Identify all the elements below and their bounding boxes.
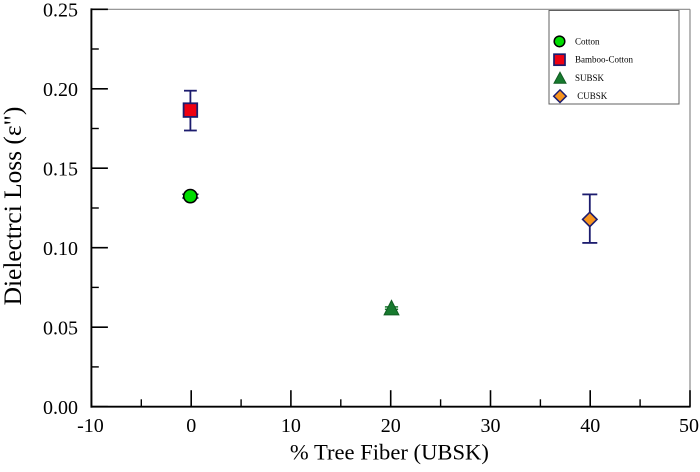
svg-text:50: 50 bbox=[679, 415, 699, 437]
svg-text:0: 0 bbox=[186, 415, 196, 437]
svg-text:0.20: 0.20 bbox=[43, 79, 78, 101]
svg-text:0.25: 0.25 bbox=[43, 0, 78, 22]
svg-text:Bamboo-Cotton: Bamboo-Cotton bbox=[575, 55, 633, 65]
svg-text:0.10: 0.10 bbox=[43, 238, 78, 260]
svg-text:SUBSK: SUBSK bbox=[575, 73, 605, 83]
svg-text:% Tree Fiber (UBSK): % Tree Fiber (UBSK) bbox=[290, 440, 489, 465]
svg-text:40: 40 bbox=[580, 415, 600, 437]
svg-text:Dielectrci Loss (ε"): Dielectrci Loss (ε") bbox=[0, 107, 27, 306]
svg-text:10: 10 bbox=[281, 415, 301, 437]
svg-text:0.00: 0.00 bbox=[43, 397, 78, 419]
svg-text:20: 20 bbox=[381, 415, 401, 437]
svg-text:-10: -10 bbox=[77, 415, 104, 437]
svg-text:0.05: 0.05 bbox=[43, 318, 78, 340]
svg-text:0.15: 0.15 bbox=[43, 159, 78, 181]
svg-text:30: 30 bbox=[481, 415, 501, 437]
svg-text:CUBSK: CUBSK bbox=[577, 91, 608, 101]
svg-text:Cotton: Cotton bbox=[575, 36, 600, 46]
